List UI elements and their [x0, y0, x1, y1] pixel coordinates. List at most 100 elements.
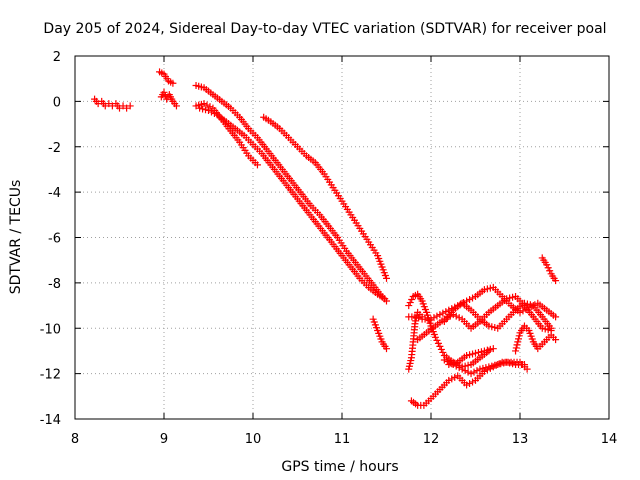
- series-arc-2: [156, 68, 177, 87]
- y-axis-label: SDTVAR / TECUs: [8, 180, 24, 295]
- series-arc-1: [91, 95, 134, 112]
- data-point: [485, 363, 493, 371]
- data-point: [506, 294, 514, 302]
- data-point: [514, 338, 522, 346]
- data-point: [440, 356, 448, 364]
- data-point: [105, 100, 113, 108]
- x-tick-label: 9: [160, 432, 168, 447]
- data-point: [442, 308, 450, 316]
- y-tick-label: -8: [48, 277, 61, 292]
- data-point: [199, 105, 207, 113]
- data-point: [169, 79, 177, 87]
- data-point: [466, 351, 474, 359]
- data-point: [491, 323, 499, 331]
- data-point: [202, 106, 210, 114]
- data-point: [160, 88, 168, 96]
- data-point: [488, 323, 496, 331]
- data-point: [436, 311, 444, 319]
- data-point: [500, 359, 508, 367]
- data-point: [546, 267, 554, 275]
- data-point: [480, 347, 488, 355]
- data-point: [449, 361, 457, 369]
- data-point: [476, 365, 484, 373]
- data-point: [381, 295, 389, 303]
- x-tick-label: 14: [601, 432, 618, 447]
- data-point: [523, 300, 531, 308]
- data-point: [452, 362, 460, 370]
- y-tick-label: -10: [40, 322, 61, 337]
- data-point: [415, 314, 423, 322]
- data-point: [503, 358, 511, 366]
- y-tick-label: 2: [53, 50, 61, 65]
- data-point: [436, 342, 444, 350]
- data-point: [480, 286, 488, 294]
- plot-frame: [74, 55, 610, 420]
- data-point: [552, 336, 560, 344]
- x-tick-label: 8: [71, 432, 79, 447]
- series-arc-8: [369, 315, 390, 353]
- data-point: [443, 358, 451, 366]
- data-point: [526, 301, 534, 309]
- data-point: [477, 348, 485, 356]
- data-point: [433, 336, 441, 344]
- grid: [75, 56, 609, 419]
- series-arc-10: [405, 290, 493, 371]
- data-point: [437, 345, 445, 353]
- data-point: [463, 351, 471, 359]
- data-point: [512, 347, 520, 355]
- data-point: [458, 365, 466, 373]
- data-point: [205, 106, 212, 114]
- data-point: [473, 367, 481, 375]
- data-point: [506, 359, 514, 367]
- series-arc-18: [538, 254, 560, 285]
- series-arc-9: [405, 308, 426, 373]
- data-point: [497, 360, 505, 368]
- data-point: [434, 339, 442, 347]
- data-points: [91, 68, 560, 409]
- data-point: [116, 104, 123, 112]
- data-point: [427, 315, 435, 323]
- data-point: [520, 361, 528, 369]
- data-point: [472, 349, 479, 357]
- data-point: [206, 103, 214, 111]
- data-point: [544, 326, 552, 334]
- data-point: [383, 274, 390, 282]
- data-point: [489, 345, 497, 353]
- data-point: [253, 161, 261, 169]
- data-point: [470, 368, 478, 376]
- data-point: [479, 364, 487, 372]
- data-point: [207, 108, 215, 116]
- data-point: [552, 313, 560, 321]
- data-point: [544, 264, 552, 272]
- series-arc-4: [192, 81, 390, 305]
- x-tick-label: 10: [245, 432, 262, 447]
- data-point: [406, 299, 414, 307]
- data-point: [431, 333, 439, 341]
- y-tick-label: -2: [48, 141, 61, 156]
- data-point: [485, 322, 493, 330]
- data-point: [491, 361, 499, 369]
- data-point: [482, 364, 490, 372]
- series-arc-17: [512, 322, 560, 355]
- data-point: [515, 332, 523, 340]
- data-point: [203, 101, 211, 109]
- data-point: [126, 102, 134, 110]
- data-point: [411, 313, 419, 321]
- x-tick-label: 12: [423, 432, 440, 447]
- x-tick-labels: 8 9 10 11 12 13 14: [71, 432, 617, 447]
- y-tick-label: -6: [48, 232, 61, 247]
- data-point: [509, 293, 517, 301]
- data-point: [445, 376, 453, 384]
- data-point: [452, 312, 460, 320]
- x-axis-label: GPS time / hours: [281, 459, 398, 475]
- data-point: [463, 381, 471, 389]
- series-arc-3: [157, 88, 180, 110]
- data-point: [455, 364, 463, 372]
- y-tick-label: -12: [40, 368, 61, 383]
- data-point: [483, 346, 491, 354]
- data-point: [486, 345, 494, 353]
- data-point: [430, 314, 438, 322]
- data-point: [448, 360, 456, 368]
- data-point: [196, 104, 204, 112]
